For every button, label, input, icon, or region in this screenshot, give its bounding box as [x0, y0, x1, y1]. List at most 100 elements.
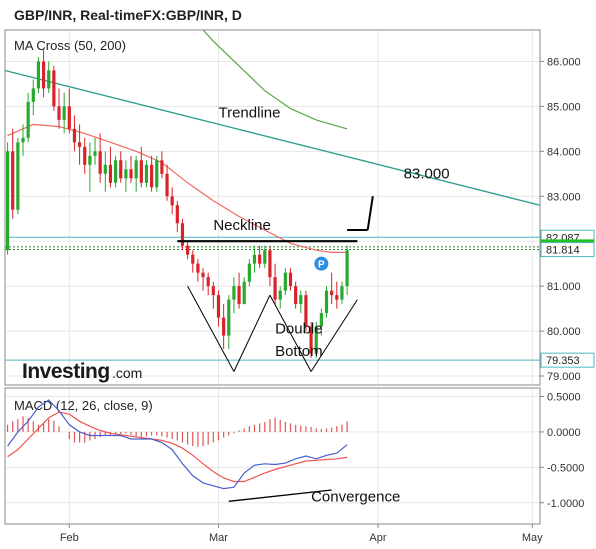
double-bottom-line-2: [269, 294, 312, 372]
x-tick-label: Feb: [60, 532, 79, 544]
candle-body-4: [26, 101, 30, 138]
convergence-label: Convergence: [311, 488, 400, 505]
candle-body-18: [98, 151, 102, 174]
p-marker-circle: [314, 256, 329, 271]
candle-body-54: [283, 272, 287, 291]
candle-body-51: [268, 250, 272, 278]
candle-body-27: [144, 164, 149, 183]
ma-cross-label: MA Cross (50, 200): [14, 38, 126, 53]
candle-body-38: [201, 272, 205, 278]
macd-tick-label: 0.0000: [547, 427, 581, 439]
target-label: 83.000: [404, 165, 450, 182]
candle-body-56: [294, 286, 298, 305]
candle-body-65: [340, 286, 344, 300]
candle-body-45: [237, 286, 241, 305]
candle-body-66: [345, 250, 349, 287]
price-plot: Trendline Neckline Double Bottom 83.000 P: [4, 29, 541, 372]
macd-tick-label: 0.5000: [547, 392, 581, 404]
candle-body-39: [206, 277, 210, 287]
candle-body-64: [335, 295, 339, 300]
trendline-label: Trendline: [218, 105, 280, 122]
candle-body-41: [216, 295, 221, 318]
candle-body-34: [180, 223, 185, 246]
price-label-box-3: [540, 352, 595, 368]
candle-body-49: [258, 254, 262, 264]
candle-body-59: [309, 326, 313, 354]
macd-grid: [5, 388, 540, 524]
candle-body-58: [304, 295, 308, 327]
candle-body-63: [330, 290, 334, 296]
price-panel-frame: [4, 29, 541, 386]
candle-body-48: [252, 254, 257, 264]
candle-body-11: [62, 106, 66, 120]
candle-body-29: [155, 160, 159, 188]
price-label: 79.353: [546, 355, 580, 367]
x-tick-label: Mar: [209, 532, 228, 544]
candle-body-60: [314, 326, 318, 354]
chart-title: GBP/INR, Real-timeFX:GBP/INR, D: [14, 7, 242, 23]
candle-body-53: [278, 290, 282, 300]
target-stem: [366, 196, 374, 231]
double-bottom-label: Bottom: [275, 343, 323, 360]
candle-body-28: [150, 164, 154, 188]
double-bottom-line-0: [187, 285, 235, 372]
candle-body-36: [191, 254, 195, 264]
macd-tick-label: -0.5000: [547, 462, 584, 474]
candle-body-26: [139, 160, 143, 183]
candle-body-21: [114, 160, 118, 183]
candle-body-17: [93, 151, 97, 156]
double-bottom-line-3: [310, 299, 358, 372]
candle-body-46: [242, 281, 246, 305]
candle-body-15: [83, 146, 87, 165]
candle-body-37: [196, 263, 200, 273]
candle-body-44: [232, 286, 236, 300]
convergence-line: [228, 489, 332, 502]
candle-body-16: [88, 155, 92, 165]
trendline: [4, 69, 541, 206]
price-tick-label: 85.000: [547, 101, 581, 113]
x-axis: Feb Mar Apr May: [60, 524, 543, 544]
candle-body-5: [31, 88, 35, 102]
candle-body-7: [41, 61, 46, 89]
macd-tick-label: -1.0000: [547, 498, 584, 510]
candle-body-10: [57, 106, 61, 120]
price-tick-label: 79.000: [547, 371, 581, 383]
candle-body-1: [11, 151, 15, 210]
candle-body-55: [288, 272, 293, 287]
candle-body-50: [263, 250, 267, 264]
price-tick-label: 83.000: [547, 191, 581, 203]
x-tick-label: May: [522, 532, 543, 544]
candle-body-6: [36, 61, 41, 89]
price-axis: 79.00080.00081.00082.00083.00084.00085.0…: [540, 56, 595, 383]
macd-plot: Convergence: [6, 399, 400, 505]
price-label-box-2: [540, 242, 595, 258]
macd-signal-line: [7, 411, 348, 483]
candle-body-20: [108, 164, 113, 183]
price-label: 81.814: [546, 245, 580, 257]
p-marker-text: P: [318, 260, 325, 271]
candle-body-24: [129, 169, 133, 179]
candle-body-8: [47, 70, 51, 89]
price-tick-label: 80.000: [547, 326, 581, 338]
candle-body-23: [124, 169, 128, 179]
candle-body-12: [67, 106, 71, 129]
investing-logo: Investing .com: [22, 360, 142, 383]
candle-body-61: [319, 313, 323, 327]
candle-body-57: [299, 295, 303, 305]
candle-body-30: [160, 160, 164, 174]
candle-body-35: [186, 245, 190, 255]
x-tick-label: Apr: [369, 532, 386, 544]
candle-body-25: [134, 160, 138, 179]
price-tick-label: 81.000: [547, 281, 581, 293]
candle-body-14: [77, 142, 82, 147]
candle-body-42: [222, 317, 226, 336]
macd-line: [7, 399, 348, 490]
candle-body-47: [247, 263, 251, 282]
price-tick-label: 86.000: [547, 56, 581, 68]
candle-body-33: [175, 205, 179, 224]
candle-body-52: [273, 277, 277, 300]
macd-label: MACD (12, 26, close, 9): [14, 398, 153, 413]
ma50-line: [7, 123, 348, 253]
candle-body-62: [324, 290, 329, 314]
